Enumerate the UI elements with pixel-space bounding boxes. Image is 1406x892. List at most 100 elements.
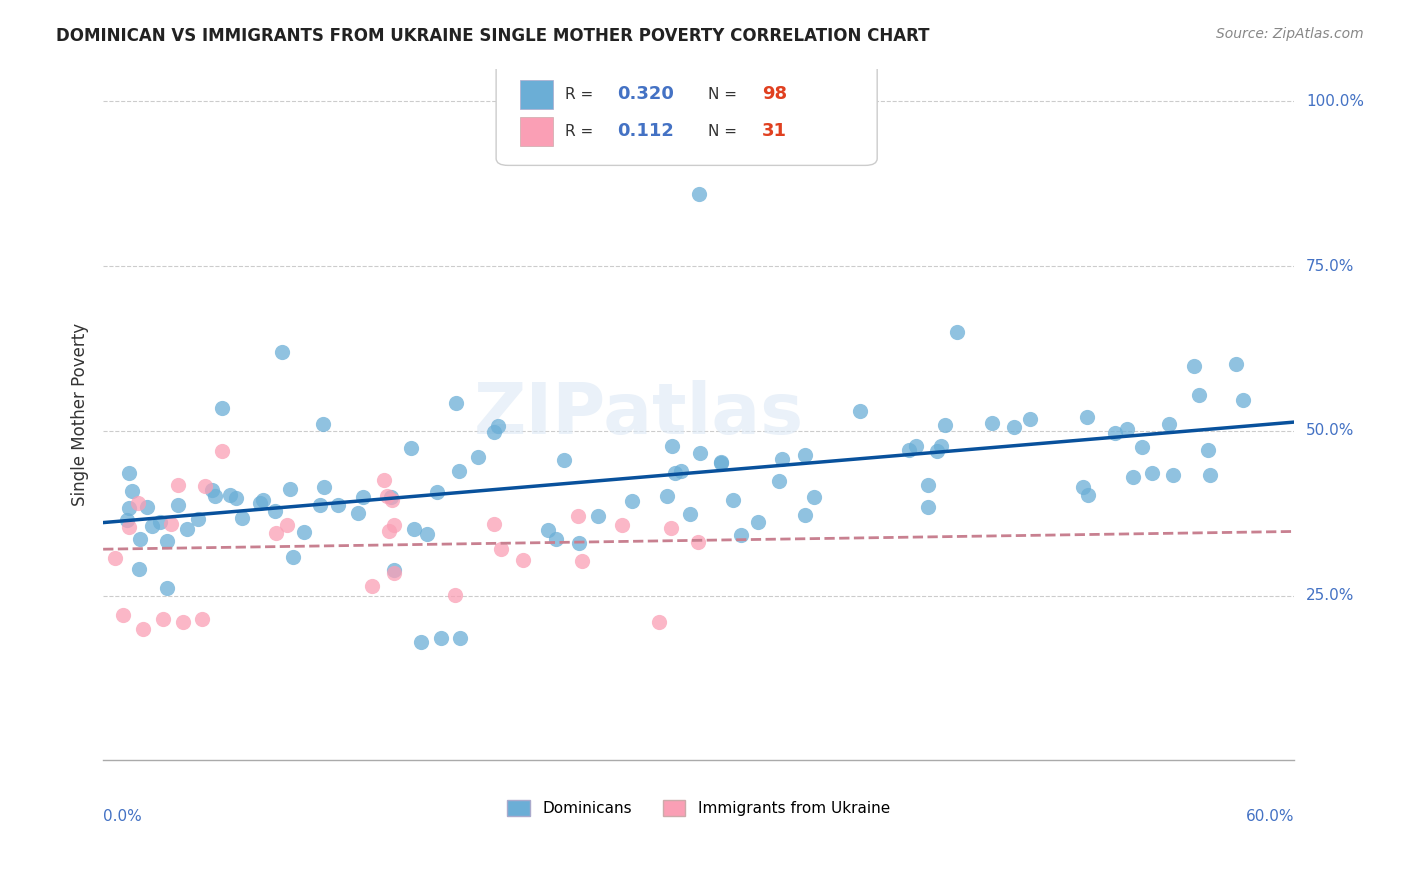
Text: N =: N = [709,124,742,139]
Point [904,439,927,453]
Point [537,523,560,537]
Point [382,563,405,577]
Point [678,507,700,521]
Point [141,518,163,533]
Point [176,522,198,536]
Point [586,509,609,524]
Point [382,566,405,581]
Point [1199,467,1222,482]
Point [710,456,733,470]
Point [352,490,374,504]
Point [917,478,939,492]
Point [118,500,141,515]
Point [429,632,451,646]
Point [211,401,233,415]
Point [1076,409,1098,424]
Point [567,508,589,523]
Point [159,517,181,532]
Point [129,532,152,546]
Point [484,516,506,531]
Point [281,549,304,564]
Point [118,519,141,533]
Point [132,622,155,636]
Point [898,442,921,457]
Point [747,515,769,529]
Point [689,446,711,460]
Point [249,496,271,510]
Point [1188,388,1211,402]
Point [1002,420,1025,434]
Point [664,466,686,480]
Point [155,581,177,595]
Point [491,542,513,557]
Point [849,404,872,418]
Point [225,491,247,505]
Bar [520,117,554,146]
Point [360,579,382,593]
Text: 100.0%: 100.0% [1306,94,1364,109]
Point [104,551,127,566]
Point [803,490,825,504]
Point [312,480,335,494]
Point [443,588,465,602]
Point [1159,417,1181,431]
Text: R =: R = [565,87,599,102]
Point [945,325,967,339]
Text: DOMINICAN VS IMMIGRANTS FROM UKRAINE SINGLE MOTHER POVERTY CORRELATION CHART: DOMINICAN VS IMMIGRANTS FROM UKRAINE SIN… [56,27,929,45]
Point [278,482,301,496]
Point [1232,392,1254,407]
Point [710,455,733,469]
Text: ZIPatlas: ZIPatlas [474,380,804,449]
Point [768,474,790,488]
Point [373,473,395,487]
Point [135,500,157,514]
Point [571,554,593,568]
Point [252,493,274,508]
Text: 60.0%: 60.0% [1246,809,1294,824]
Point [512,553,534,567]
Point [610,517,633,532]
Point [793,508,815,523]
Point [486,418,509,433]
Point [156,534,179,549]
Point [204,489,226,503]
Point [721,492,744,507]
Point [200,483,222,497]
Point [657,489,679,503]
Text: 75.0%: 75.0% [1306,259,1354,274]
Point [467,450,489,464]
Point [426,485,449,500]
Point [118,467,141,481]
Point [1018,412,1040,426]
Point [294,524,316,539]
Point [1163,467,1185,482]
Point [264,526,287,541]
Point [931,439,953,453]
Point [659,521,682,535]
Text: 50.0%: 50.0% [1306,424,1354,439]
Point [128,562,150,576]
Point [309,498,332,512]
Point [544,532,567,546]
Bar [520,79,554,109]
Point [1122,470,1144,484]
Point [1225,357,1247,371]
Point [115,513,138,527]
Point [276,517,298,532]
Text: Source: ZipAtlas.com: Source: ZipAtlas.com [1216,27,1364,41]
Point [328,498,350,512]
Point [927,443,949,458]
Point [270,344,292,359]
Point [111,608,134,623]
Point [127,496,149,510]
Point [121,484,143,499]
Point [794,448,817,462]
Point [688,534,710,549]
Text: 0.320: 0.320 [617,85,675,103]
Point [1104,425,1126,440]
Point [416,526,439,541]
Text: N =: N = [709,87,742,102]
Point [568,536,591,550]
Point [152,612,174,626]
Point [1077,488,1099,502]
